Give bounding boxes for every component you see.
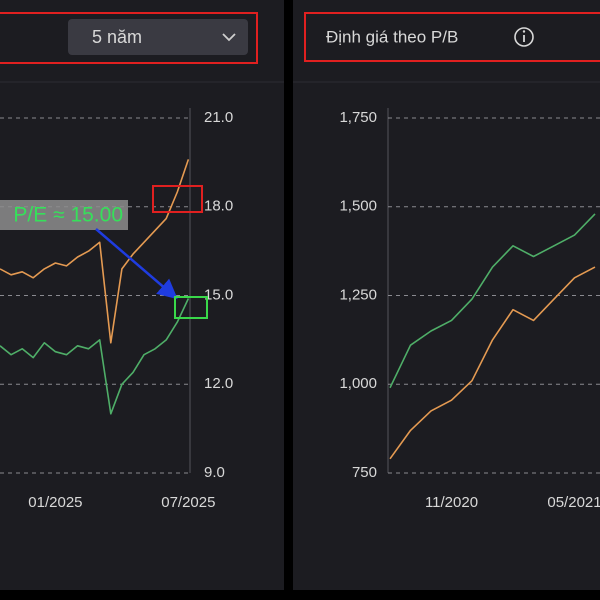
y-tick-label: 1,000	[339, 375, 377, 392]
y-tick-label: 9.0	[204, 464, 225, 481]
annotation-arrow	[95, 228, 178, 300]
panel-title: Định giá theo P/B	[326, 27, 458, 46]
y-tick-label: 15.0	[204, 286, 233, 303]
y-tick-label: 1,250	[339, 286, 377, 303]
series-line	[389, 213, 596, 389]
y-tick-label: 1,500	[339, 198, 377, 215]
y-tick-label: 12.0	[204, 375, 233, 392]
highlight-box	[304, 12, 600, 62]
highlight-box	[0, 12, 258, 64]
annotation-bg	[0, 200, 128, 230]
y-tick-label: 18.0	[204, 198, 233, 215]
series-line	[0, 159, 190, 344]
highlight-box	[152, 185, 203, 213]
series-line	[389, 266, 596, 460]
period-dropdown[interactable]	[68, 19, 248, 55]
chevron	[222, 33, 236, 42]
left-chart: 9.0 12.0 15.0 18.0 21.0 01/2025 07/2025 P/E ≈ 1…	[0, 108, 233, 511]
left-panel	[0, 0, 284, 590]
x-tick-label: 07/2025	[161, 494, 215, 511]
right-chart: 750 1,000 1,250 1,500 1,750 11/2020 05/2021	[339, 108, 600, 511]
series-line	[0, 298, 190, 415]
y-tick-label: 750	[352, 464, 377, 481]
annotation: P/E ≈ 15.00	[13, 204, 123, 227]
x-tick-label: 05/2021	[547, 494, 600, 511]
highlight-box	[174, 296, 208, 319]
x-tick-label: 11/2020	[425, 494, 478, 511]
info-icon-dot	[522, 30, 526, 33]
y-tick-label: 1,750	[339, 109, 377, 126]
y-tick-label: 21.0	[204, 109, 233, 126]
x-tick-label: 01/2025	[28, 494, 82, 511]
info-icon[interactable]	[514, 27, 534, 47]
period-label: 5 năm	[92, 27, 142, 47]
